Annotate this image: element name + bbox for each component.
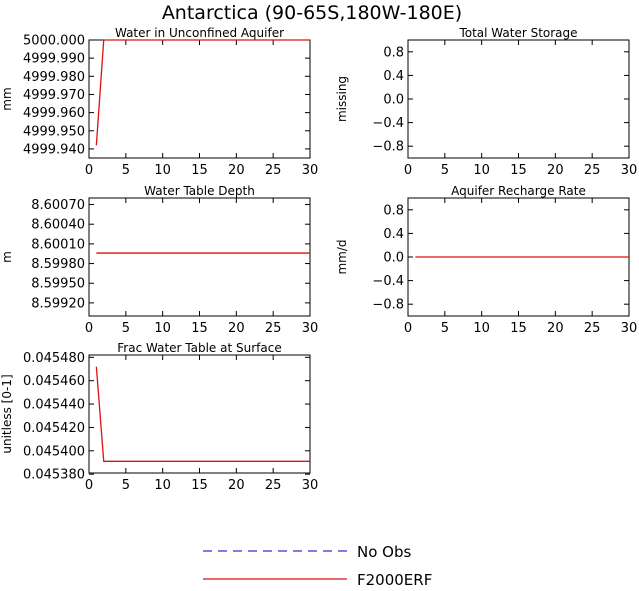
y-tick-label: 0.045480 (23, 351, 85, 366)
x-tick-label: 25 (265, 163, 282, 178)
x-tick-label: 15 (191, 478, 208, 493)
x-tick-label: 25 (584, 163, 601, 178)
y-tick-label: 0.8 (383, 203, 404, 218)
x-tick-label: 0 (85, 163, 93, 178)
panel-0: Water in Unconfined Aquifer 0 5 10 15 20 25 30 5… (0, 26, 318, 178)
legend-label-no-obs: No Obs (357, 543, 411, 561)
x-tick-label: 20 (547, 163, 564, 178)
y-tick-label: 0.045440 (23, 398, 85, 413)
x-tick-label: 30 (621, 163, 638, 178)
x-tick-label: 0 (85, 321, 93, 336)
plot-frame (88, 354, 311, 474)
x-tick-label: 30 (621, 321, 638, 336)
x-tick-label: 15 (191, 321, 208, 336)
y-axis-label: unitless [0-1] (0, 374, 14, 453)
y-tick-label: −0.8 (372, 140, 404, 155)
x-tick-label: 15 (510, 163, 527, 178)
legend-label-f2000erf: F2000ERF (357, 571, 432, 587)
x-tick-label: 25 (584, 321, 601, 336)
x-tick-label: 20 (228, 163, 245, 178)
y-tick-label: 4999.960 (23, 106, 85, 121)
y-tick-label: 4999.990 (23, 52, 85, 67)
y-tick-label: −0.8 (372, 298, 404, 313)
plot-frame (88, 39, 311, 159)
x-tick-label: 20 (228, 478, 245, 493)
y-axis-label: m (0, 251, 14, 263)
y-tick-label: 8.60040 (31, 218, 85, 233)
series-line-f2000erf (95, 39, 310, 146)
y-tick-label: 5000.000 (23, 34, 85, 49)
x-tick-label: 10 (473, 321, 490, 336)
x-tick-label: 0 (85, 478, 93, 493)
y-tick-label: 0.8 (383, 45, 404, 60)
y-axis-label: mm/d (335, 239, 349, 274)
panel-title: Water in Unconfined Aquifer (115, 26, 284, 40)
y-tick-label: −0.4 (372, 116, 404, 131)
y-tick-label: 4999.970 (23, 88, 85, 103)
y-tick-label: 0.045400 (23, 444, 85, 459)
y-tick-label: 8.59920 (31, 296, 85, 311)
y-tick-label: 8.59950 (31, 277, 85, 292)
panel-3: Aquifer Recharge Rate 0 5 10 15 20 25 30 0.8 0.4 0… (335, 184, 637, 336)
y-tick-label: 0.4 (383, 69, 404, 84)
x-tick-label: 25 (265, 321, 282, 336)
figure-title: Antarctica (90-65S,180W-180E) (162, 2, 462, 24)
plot-frame (88, 197, 311, 317)
x-tick-label: 5 (122, 478, 130, 493)
y-tick-label: 4999.950 (23, 124, 85, 139)
x-tick-label: 10 (473, 163, 490, 178)
y-tick-label: 4999.940 (23, 142, 85, 157)
y-tick-label: 0.4 (383, 227, 404, 242)
y-tick-label: 8.60070 (31, 198, 85, 213)
x-tick-label: 5 (122, 163, 130, 178)
panel-2: Water Table Depth 0 5 10 15 20 25 30 8.60070 8.60… (0, 184, 318, 336)
y-tick-label: 4999.980 (23, 70, 85, 85)
y-tick-label: 0.045460 (23, 374, 85, 389)
y-tick-label: 0.0 (383, 251, 404, 266)
x-tick-label: 5 (122, 321, 130, 336)
panel-4: Frac Water Table at Surface 0 5 10 15 20 25 30 0… (0, 341, 318, 493)
panel-title: Total Water Storage (458, 26, 577, 40)
x-tick-label: 10 (154, 478, 171, 493)
plot-frame (407, 39, 630, 159)
y-axis-label: missing (335, 76, 349, 122)
x-tick-label: 25 (265, 478, 282, 493)
x-tick-label: 0 (404, 163, 412, 178)
x-tick-label: 15 (510, 321, 527, 336)
x-tick-label: 20 (547, 321, 564, 336)
y-tick-label: 8.60010 (31, 237, 85, 252)
panel-1: Total Water Storage 0 5 10 15 20 25 30 0.8 0.4 0.0… (335, 26, 637, 178)
x-tick-label: 15 (191, 163, 208, 178)
y-tick-label: 8.59980 (31, 257, 85, 272)
x-tick-label: 30 (302, 321, 319, 336)
panel-title: Aquifer Recharge Rate (451, 184, 586, 198)
y-tick-label: 0.045380 (23, 468, 85, 483)
y-tick-label: −0.4 (372, 274, 404, 289)
series-line-f2000erf (95, 366, 310, 462)
x-tick-label: 5 (441, 163, 449, 178)
x-tick-label: 30 (302, 163, 319, 178)
x-tick-label: 30 (302, 478, 319, 493)
panel-grid: Water in Unconfined Aquifer 0 5 10 15 20 25 30 5… (0, 26, 637, 493)
y-axis-label: mm (0, 87, 14, 110)
x-tick-label: 20 (228, 321, 245, 336)
x-tick-label: 5 (441, 321, 449, 336)
y-tick-label: 0.0 (383, 93, 404, 108)
x-tick-label: 0 (404, 321, 412, 336)
x-tick-label: 10 (154, 321, 171, 336)
y-tick-label: 0.045420 (23, 421, 85, 436)
panel-title: Frac Water Table at Surface (117, 341, 281, 355)
legend: No Obs F2000ERF (203, 543, 432, 589)
panel-title: Water Table Depth (144, 184, 255, 198)
x-tick-label: 10 (154, 163, 171, 178)
